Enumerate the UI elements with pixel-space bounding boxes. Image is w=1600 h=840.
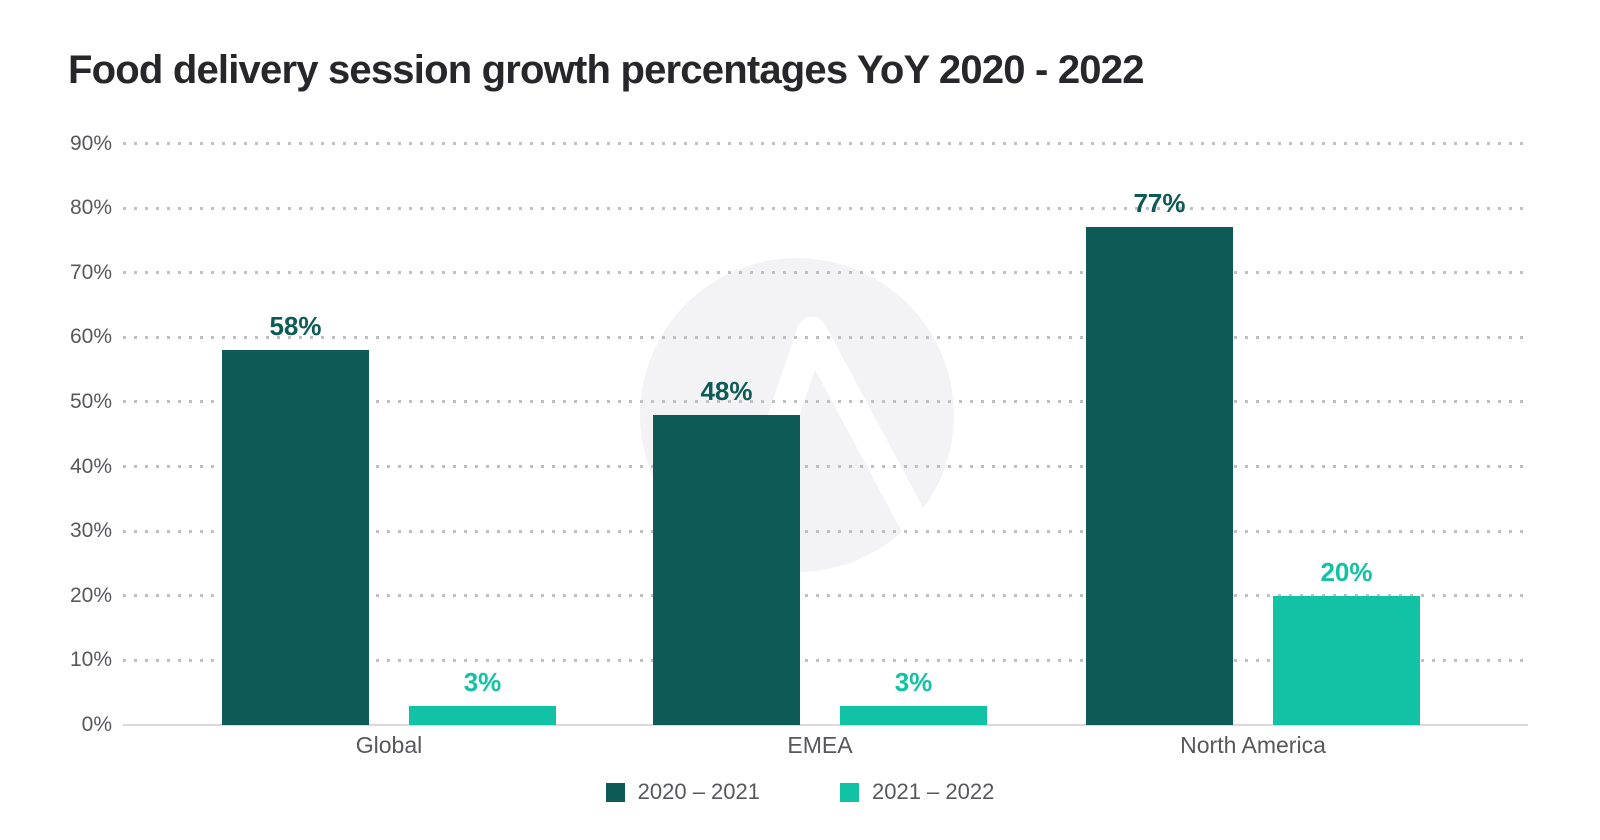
bar-north-america-2020-2021 xyxy=(1086,227,1233,725)
legend-swatch-icon xyxy=(840,782,859,802)
bar-global-2021-2022 xyxy=(409,705,556,725)
y-axis-tick-label-30: 30% xyxy=(69,519,112,543)
gridline-30 xyxy=(123,529,1528,533)
gridline-0 xyxy=(123,724,1528,726)
gridline-80 xyxy=(123,206,1528,210)
gridline-50 xyxy=(123,400,1528,404)
gridline-70 xyxy=(123,271,1528,275)
x-axis-label-global: Global xyxy=(355,732,423,758)
y-axis-tick-label-90: 90% xyxy=(69,131,112,155)
y-axis-tick-label-80: 80% xyxy=(69,196,112,220)
legend-item-2020-2021: 2020 – 2021 xyxy=(605,779,760,805)
legend-item-2021-2022: 2021 – 2022 xyxy=(840,779,994,805)
bar-value-label-emea-2020-2021: 48% xyxy=(700,375,753,406)
legend-swatch-icon xyxy=(605,782,625,802)
y-axis-tick-label-10: 10% xyxy=(69,648,112,672)
y-axis-tick-label-20: 20% xyxy=(69,583,112,607)
bar-north-america-2021-2022 xyxy=(1273,595,1420,725)
gridline-10 xyxy=(123,658,1528,662)
y-axis-tick-label-40: 40% xyxy=(69,454,112,478)
bar-value-label-north-america-2021-2022: 20% xyxy=(1320,556,1373,587)
gridline-60 xyxy=(123,335,1528,339)
y-axis-tick-label-70: 70% xyxy=(69,260,112,284)
bar-global-2020-2021 xyxy=(222,350,369,725)
gridline-20 xyxy=(123,594,1528,598)
x-axis-label-north-america: North America xyxy=(1180,732,1326,758)
y-axis-tick-label-60: 60% xyxy=(69,325,112,349)
gridline-90 xyxy=(123,142,1528,145)
bar-value-label-emea-2021-2022: 3% xyxy=(894,666,933,697)
chart-title: Food delivery session growth percentages… xyxy=(68,48,1144,92)
legend-label: 2020 – 2021 xyxy=(637,779,760,804)
legend-label: 2021 – 2022 xyxy=(872,779,995,804)
bar-value-label-north-america-2020-2021: 77% xyxy=(1133,188,1186,219)
gridline-40 xyxy=(123,465,1528,469)
x-axis-label-emea: EMEA xyxy=(787,732,853,758)
y-axis-tick-label-50: 50% xyxy=(69,389,112,413)
bar-emea-2021-2022 xyxy=(840,705,987,725)
y-axis-tick-label-0: 0% xyxy=(81,713,112,736)
bar-value-label-global-2020-2021: 58% xyxy=(269,311,322,342)
bar-value-label-global-2021-2022: 3% xyxy=(463,666,502,697)
bar-emea-2020-2021 xyxy=(653,414,800,725)
legend: 2020 – 2021 2021 – 2022 xyxy=(0,779,1600,805)
